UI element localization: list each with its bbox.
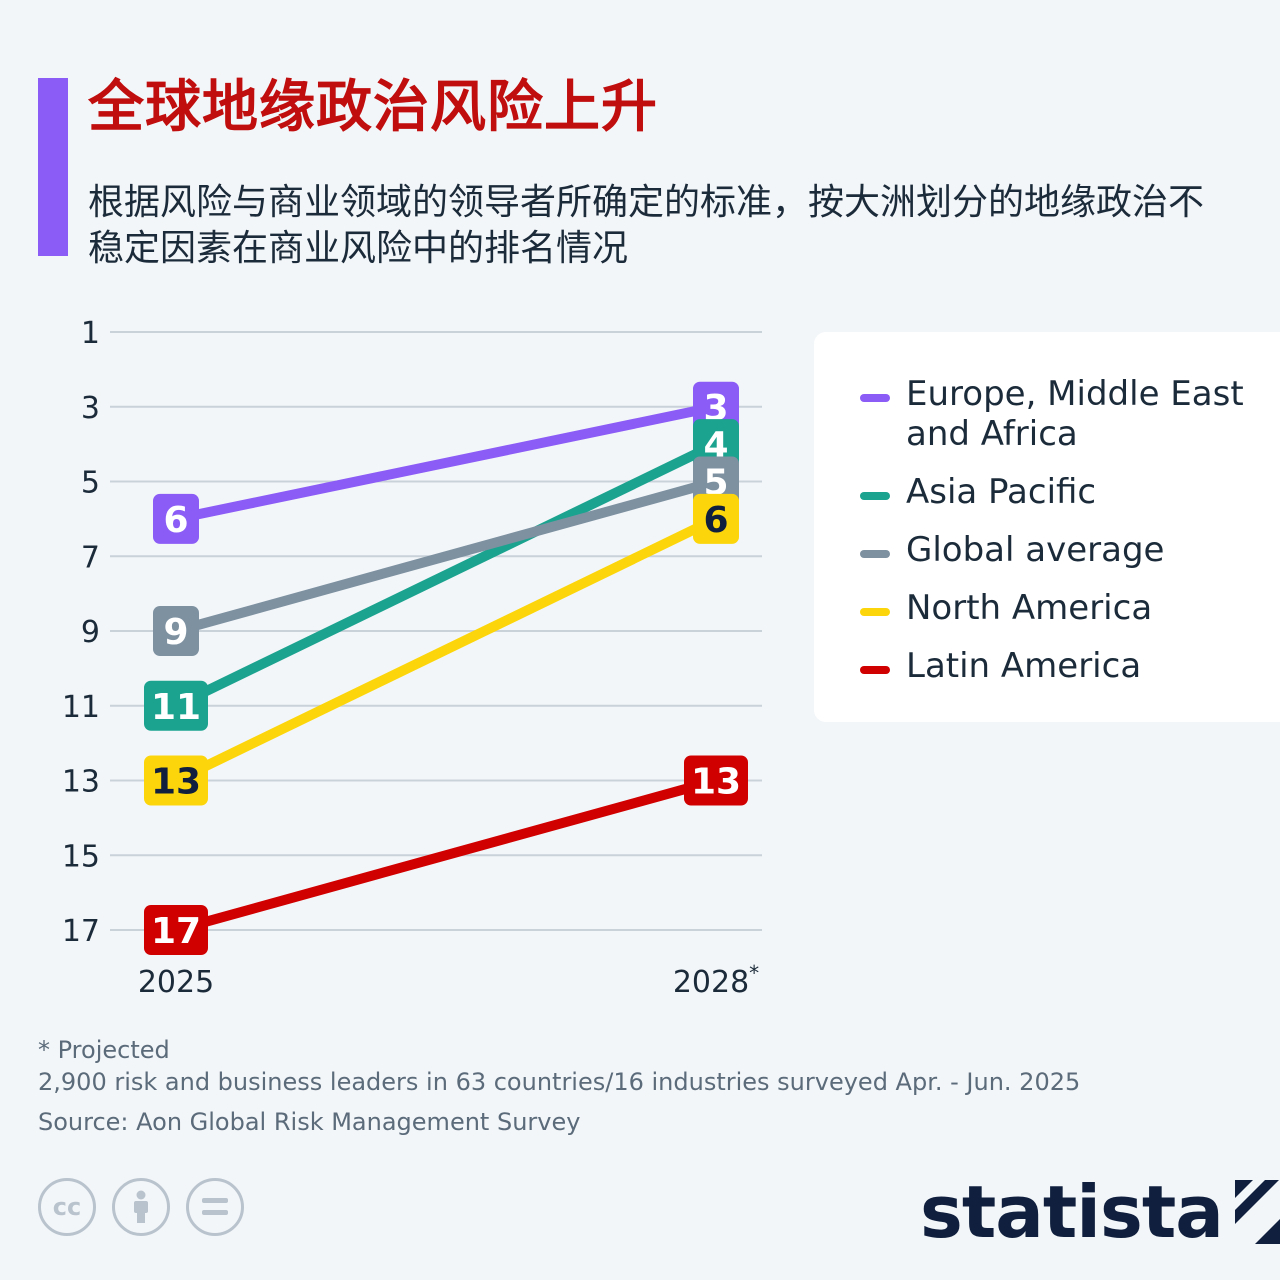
data-label-latin-america: 17 (144, 905, 208, 955)
series-line-latin-america (171, 775, 721, 935)
cc-icon[interactable]: cc (38, 1178, 96, 1236)
legend-label-global-average: Global average (906, 530, 1165, 570)
y-tick-label: 1 (81, 316, 100, 351)
series-line-north-america (171, 513, 721, 786)
brand-wordmark: statista (920, 1170, 1224, 1254)
data-label-text: 13 (691, 762, 741, 803)
legend-item-emea: Europe, Middle East and Africa (860, 374, 1280, 454)
chart-title: 全球地缘政治风险上升 (88, 75, 658, 140)
person-glyph (134, 1190, 148, 1223)
data-label-text: 6 (163, 500, 188, 541)
legend-swatch-global-average (860, 550, 890, 558)
data-label-text: 11 (151, 687, 201, 728)
footnote-projected: * Projected (38, 1036, 170, 1064)
x-tick-label: 2025 (138, 965, 214, 1000)
footnote-source: Source: Aon Global Risk Management Surve… (38, 1108, 581, 1136)
legend-swatch-asia-pacific (860, 492, 890, 500)
legend-label-emea: Europe, Middle East and Africa (906, 374, 1244, 454)
data-label-text: 17 (151, 911, 201, 952)
legend-item-asia-pacific: Asia Pacific (860, 472, 1280, 512)
legend-swatch-latin-america (860, 666, 890, 674)
legend-label-latin-america: Latin America (906, 646, 1142, 686)
statista-mark-glyph (1234, 1180, 1280, 1244)
y-tick-label: 17 (62, 914, 100, 949)
legend-swatch-north-america (860, 608, 890, 616)
data-label-text: 6 (703, 500, 728, 541)
accent-bar (38, 78, 68, 256)
data-label-box (684, 755, 748, 806)
legend-label-asia-pacific: Asia Pacific (906, 472, 1097, 512)
data-label-box (153, 606, 199, 656)
equals-glyph (202, 1198, 228, 1215)
chart-subtitle: 根据风险与商业领域的领导者所确定的标准，按大洲划分的地缘政治不稳定因素在商业风险… (88, 182, 1205, 269)
data-label-box (144, 755, 208, 806)
data-label-asia-pacific: 11 (144, 680, 208, 731)
data-label-text: 9 (163, 612, 188, 653)
y-tick-label: 11 (62, 690, 100, 725)
legend-swatch-emea (860, 394, 890, 402)
y-tick-label: 15 (62, 839, 100, 874)
data-label-north-america: 6 (693, 493, 739, 544)
legend-item-latin-america: Latin America (860, 646, 1280, 686)
data-label-box (153, 493, 199, 544)
legend-item-north-america: North America (860, 588, 1280, 628)
y-tick-label: 3 (81, 391, 100, 426)
data-label-box (144, 905, 208, 955)
legend: Europe, Middle East and Africa Asia Paci… (814, 332, 1280, 722)
y-tick-label: 13 (62, 765, 100, 800)
statista-logo[interactable]: statista (920, 1170, 1280, 1254)
data-label-box (144, 680, 208, 731)
series-line-global-average (171, 476, 721, 636)
legend-item-global-average: Global average (860, 530, 1280, 570)
data-label-text: 13 (151, 762, 201, 803)
legend-label-north-america: North America (906, 588, 1153, 628)
x-tick-label: 2028* (673, 961, 759, 1000)
y-tick-label: 9 (81, 615, 100, 650)
series-line-asia-pacific (171, 439, 721, 711)
data-label-global-average: 9 (153, 606, 199, 656)
data-label-north-america: 13 (144, 755, 208, 806)
footnote-survey: 2,900 risk and business leaders in 63 co… (38, 1068, 1081, 1096)
license-icons: cc (38, 1178, 244, 1236)
series-line-europe-middle-east-and-africa (171, 401, 721, 524)
data-label-box (693, 493, 739, 544)
statista-mark-icon (1234, 1180, 1280, 1244)
person-icon[interactable] (112, 1178, 170, 1236)
data-label-latin-america: 13 (684, 755, 748, 806)
y-tick-label: 5 (81, 466, 100, 501)
y-tick-label: 7 (81, 540, 100, 575)
data-label-europe-middle-east-and-africa: 6 (153, 493, 199, 544)
equals-icon[interactable] (186, 1178, 244, 1236)
